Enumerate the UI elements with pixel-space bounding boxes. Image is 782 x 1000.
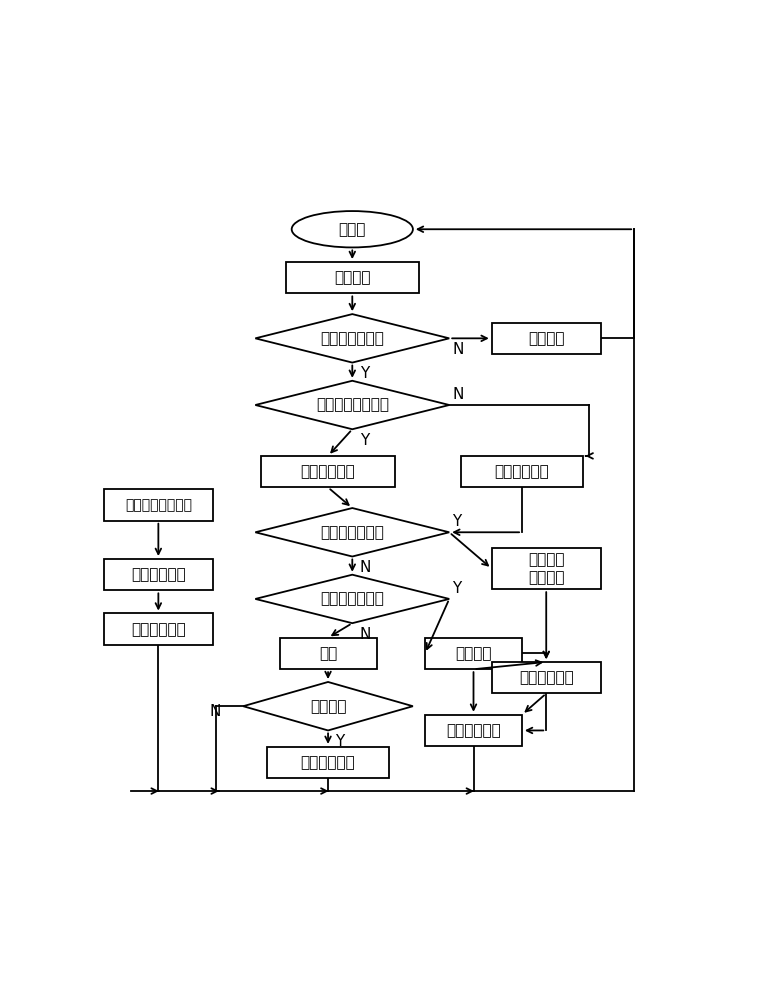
Text: N: N [452, 342, 464, 357]
Polygon shape [243, 682, 413, 730]
Text: Y: Y [360, 433, 369, 448]
Text: 键盘请求置零: 键盘请求置零 [518, 670, 574, 685]
FancyBboxPatch shape [104, 613, 213, 645]
FancyBboxPatch shape [425, 715, 522, 746]
Text: 通信请求置零: 通信请求置零 [446, 723, 501, 738]
Polygon shape [256, 381, 449, 429]
Polygon shape [256, 508, 449, 557]
FancyBboxPatch shape [261, 456, 395, 487]
Text: 故障辨识程序: 故障辨识程序 [131, 567, 186, 582]
Text: N: N [360, 560, 371, 575]
FancyBboxPatch shape [425, 638, 522, 669]
Text: Y: Y [335, 734, 345, 749]
Text: 自检: 自检 [319, 646, 337, 661]
FancyBboxPatch shape [280, 638, 377, 669]
Text: 发出复位请求: 发出复位请求 [131, 622, 186, 637]
FancyBboxPatch shape [104, 559, 213, 590]
Text: 启动计数器归零: 启动计数器归零 [321, 331, 384, 346]
FancyBboxPatch shape [492, 548, 601, 589]
Text: 初始化: 初始化 [339, 222, 366, 237]
Text: 参数刷新: 参数刷新 [334, 270, 371, 285]
Text: 是否有键盘输入: 是否有键盘输入 [321, 525, 384, 540]
Text: 是否有通信要求: 是否有通信要求 [321, 591, 384, 606]
FancyBboxPatch shape [104, 489, 213, 521]
Polygon shape [256, 314, 449, 363]
Text: 故障辨识程序入口: 故障辨识程序入口 [125, 498, 192, 512]
FancyBboxPatch shape [492, 323, 601, 354]
Text: Y: Y [452, 514, 461, 529]
FancyBboxPatch shape [285, 262, 419, 293]
Ellipse shape [292, 211, 413, 247]
Text: 执行键盘
操作命令: 执行键盘 操作命令 [528, 552, 565, 585]
FancyBboxPatch shape [267, 747, 389, 778]
Text: 液晶显示实时数据: 液晶显示实时数据 [316, 398, 389, 413]
Text: N: N [360, 627, 371, 642]
Text: N: N [210, 704, 221, 719]
Text: 通信程序: 通信程序 [455, 646, 492, 661]
Text: Y: Y [452, 581, 461, 596]
Text: 显示报警界面: 显示报警界面 [494, 464, 550, 479]
Text: 自检出错: 自检出错 [310, 699, 346, 714]
Polygon shape [256, 575, 449, 623]
Text: 显示实时信息: 显示实时信息 [300, 464, 356, 479]
FancyBboxPatch shape [461, 456, 583, 487]
Text: N: N [452, 387, 464, 402]
Text: 等待中断: 等待中断 [528, 331, 565, 346]
Text: 发出复位请求: 发出复位请求 [300, 755, 356, 770]
Text: Y: Y [360, 366, 369, 381]
FancyBboxPatch shape [492, 662, 601, 693]
